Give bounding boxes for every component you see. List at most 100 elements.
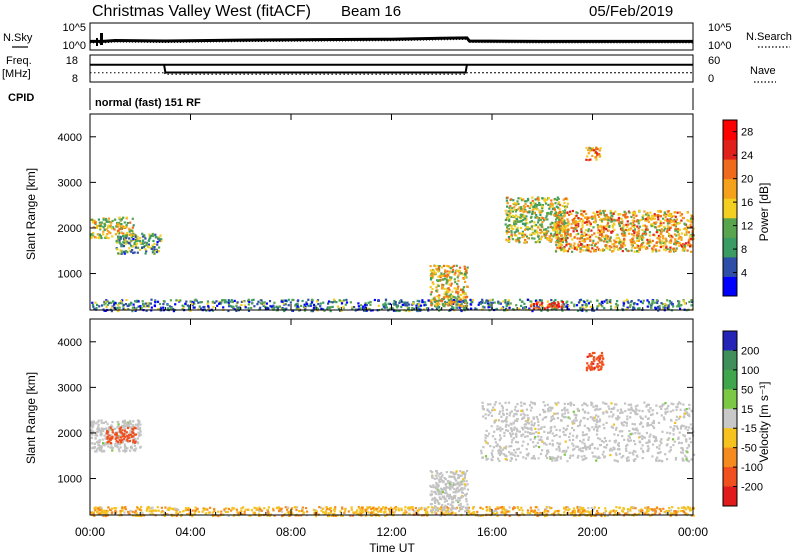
echo-cell (561, 211, 564, 214)
echo-cell (610, 307, 613, 311)
echo-cell (646, 422, 649, 425)
echo-cell (539, 511, 542, 514)
echo-cell (558, 221, 561, 224)
echo-cell (551, 432, 554, 435)
echo-cell (506, 224, 510, 227)
echo-cell (125, 226, 128, 229)
echo-cell (507, 299, 510, 302)
echo-cell (621, 229, 624, 232)
echo-cell (97, 430, 100, 433)
echo-cell (522, 198, 525, 201)
echo-cell (94, 236, 97, 239)
echo-cell (107, 426, 110, 429)
echo-cell (134, 427, 137, 430)
echo-cell (553, 224, 556, 227)
echo-cell (559, 247, 562, 250)
echo-cell (548, 235, 551, 238)
echo-cell (148, 507, 151, 510)
echo-cell (103, 309, 106, 312)
echo-cell (666, 299, 669, 302)
echo-cell (377, 299, 380, 302)
echo-cell (309, 303, 312, 306)
echo-cell (175, 512, 178, 515)
echo-cell (132, 439, 135, 442)
echo-cell (569, 512, 572, 515)
echo-cell (119, 237, 123, 240)
echo-cell (148, 238, 151, 241)
echo-cell (560, 243, 563, 246)
echo-cell (451, 504, 454, 507)
echo-cell (469, 298, 472, 301)
echo-cell (125, 449, 128, 452)
echo-cell (227, 507, 230, 510)
echo-cell (236, 301, 239, 304)
echo-cell (132, 433, 135, 436)
echo-cell (457, 300, 460, 303)
echo-cell (268, 514, 271, 517)
echo-cell (537, 219, 540, 222)
echo-cell (451, 290, 454, 293)
echo-cell (553, 457, 556, 460)
echo-cell (531, 310, 534, 313)
echo-cell (445, 506, 448, 509)
echo-cell (436, 509, 439, 512)
echo-cell (618, 242, 621, 245)
echo-cell (429, 278, 433, 281)
echo-cell (259, 302, 262, 305)
echo-cell (150, 247, 154, 251)
echo-cell (529, 221, 532, 224)
echo-cell (510, 231, 513, 234)
echo-cell (644, 228, 647, 231)
echo-cell (594, 156, 597, 159)
echo-cell (627, 456, 630, 459)
echo-cell (605, 443, 609, 446)
echo-cell (441, 283, 444, 286)
echo-cell (574, 246, 577, 249)
echo-cell (524, 228, 527, 231)
echo-cell (111, 449, 114, 452)
echo-cell (151, 506, 154, 509)
echo-cell (623, 210, 626, 213)
echo-cell (288, 510, 291, 513)
echo-cell (570, 226, 573, 229)
echo-cell (368, 308, 371, 311)
echo-cell (557, 223, 560, 226)
echo-cell (287, 298, 290, 301)
echo-cell (683, 408, 686, 411)
echo-cell (623, 240, 626, 243)
echo-cell (193, 302, 196, 305)
echo-cell (523, 200, 526, 203)
echo-cell (601, 227, 604, 230)
echo-cell (463, 477, 466, 480)
echo-cell (448, 270, 452, 273)
echo-cell (592, 309, 596, 312)
echo-cell (618, 430, 621, 433)
echo-cell (298, 510, 301, 513)
echo-cell (444, 270, 447, 273)
echo-cell (457, 285, 460, 288)
echo-cell (569, 210, 572, 213)
echo-cell (587, 411, 590, 414)
echo-cell (516, 448, 519, 451)
echo-cell (614, 439, 618, 442)
echo-cell (577, 244, 580, 247)
echo-cell (656, 241, 659, 244)
echo-cell (262, 304, 265, 307)
echo-cell (678, 211, 682, 214)
echo-cell (147, 243, 150, 246)
echo-cell (398, 301, 401, 304)
echo-cell (450, 498, 453, 501)
echo-cell (455, 471, 458, 474)
echo-cell (136, 251, 139, 254)
echo-cell (614, 210, 617, 213)
echo-cell (417, 509, 420, 512)
echo-cell (460, 302, 463, 305)
echo-cell (659, 220, 662, 223)
echo-cell (513, 233, 516, 236)
echo-cell (596, 299, 599, 302)
echo-cell (349, 301, 352, 304)
echo-cell (446, 302, 449, 305)
echo-cell (570, 301, 573, 304)
echo-cell (358, 308, 361, 311)
echo-cell (575, 246, 578, 249)
